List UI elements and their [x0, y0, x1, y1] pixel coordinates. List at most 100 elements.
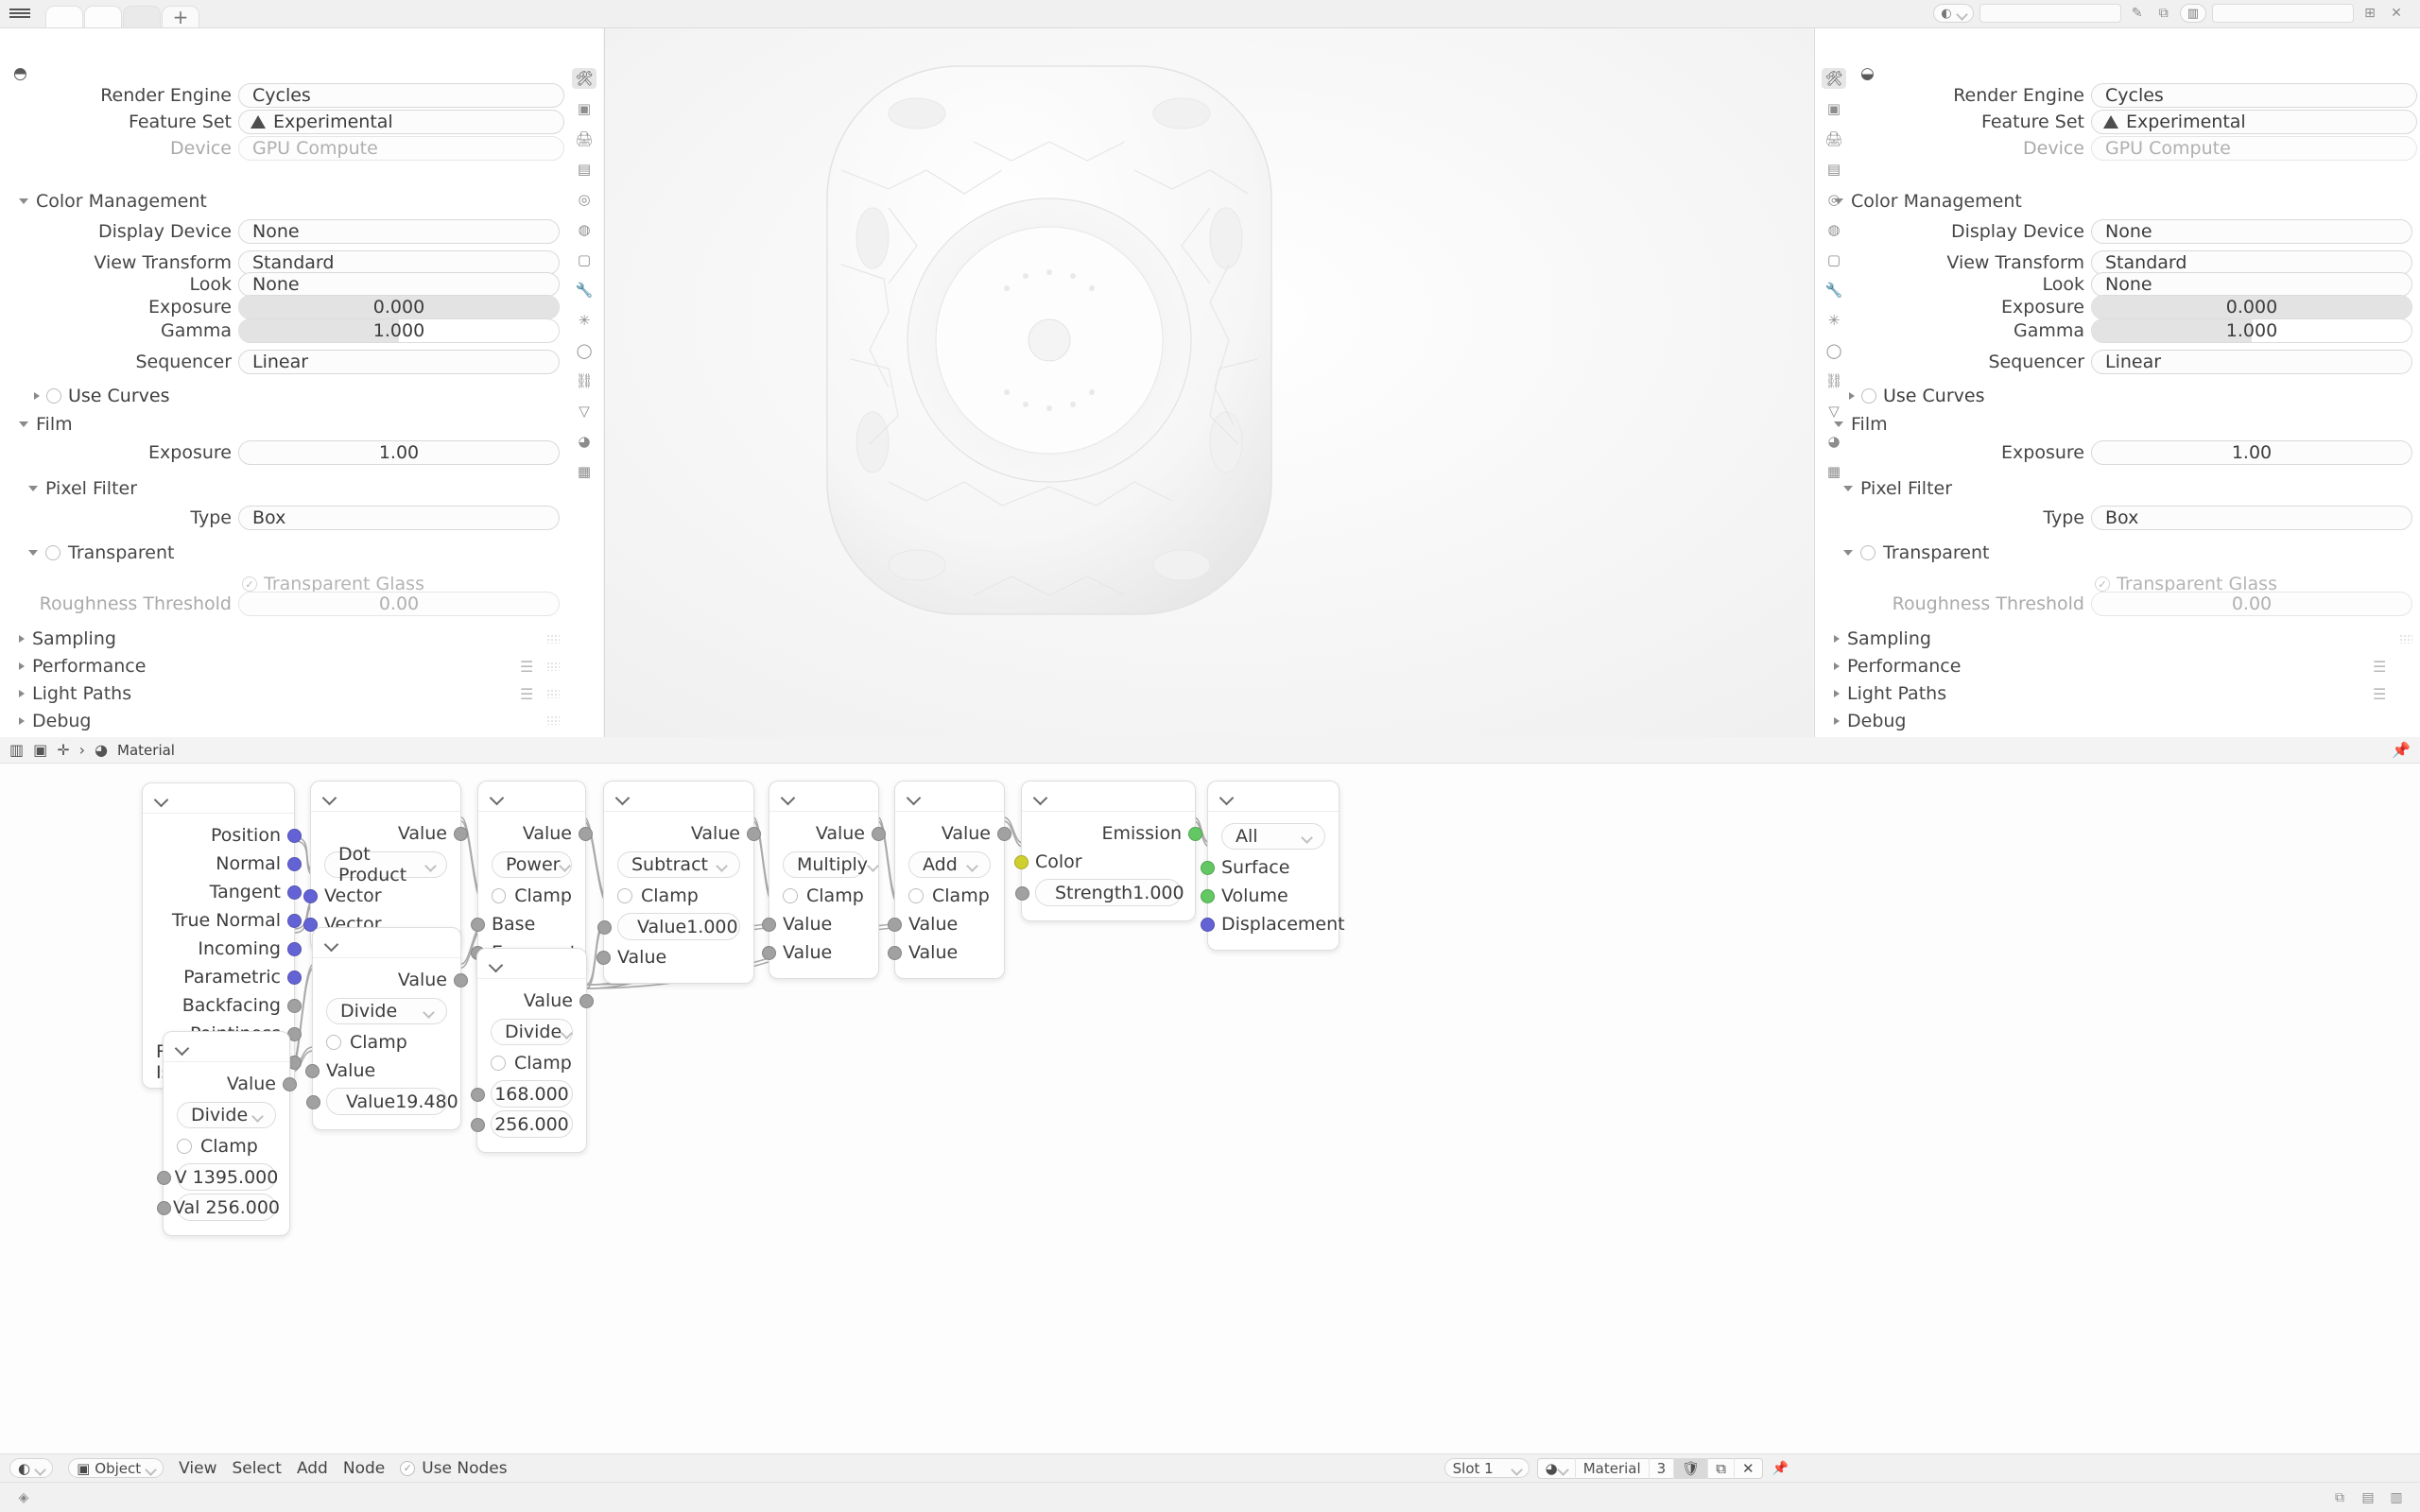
socket-value-out[interactable]: [579, 994, 594, 1008]
display-device-dropdown-right[interactable]: None: [2091, 219, 2412, 244]
socket-row-value-1[interactable]: Value: [888, 910, 1004, 938]
device-dropdown-right[interactable]: GPU Compute: [2091, 136, 2417, 161]
node-header[interactable]: [477, 949, 586, 979]
view-layer-tab-icon-right[interactable]: ▤: [1826, 161, 1841, 178]
socket-row-true-normal[interactable]: True Normal: [143, 906, 302, 935]
world-tab-icon[interactable]: ◍: [578, 221, 591, 238]
viewport-canvas[interactable]: [605, 28, 1813, 775]
pin-icon[interactable]: 📌: [1772, 1460, 1789, 1476]
performance-section-header-right[interactable]: Performance: [1834, 656, 1961, 677]
node-header[interactable]: [313, 928, 460, 958]
value-input-field-2[interactable]: Val 256.000: [157, 1194, 280, 1221]
physics-tab-icon-right[interactable]: ◯: [1825, 342, 1842, 359]
performance-preset-icon-right[interactable]: ☰: [2373, 658, 2388, 676]
performance-section-header[interactable]: Performance: [19, 656, 146, 677]
socket-emission[interactable]: [1188, 827, 1202, 841]
node-header[interactable]: [895, 782, 1004, 812]
sampling-grip-right[interactable]: [2399, 634, 2412, 644]
socket-row-incoming[interactable]: Incoming: [143, 935, 302, 963]
color-management-section-header-right[interactable]: Color Management: [1834, 191, 2022, 212]
socket-row-base[interactable]: Base: [471, 910, 585, 938]
debug-grip[interactable]: [546, 715, 560, 725]
socket-base[interactable]: [471, 918, 485, 932]
node-menu-view[interactable]: View: [179, 1458, 217, 1478]
socket-value-out[interactable]: [997, 827, 1011, 841]
light-paths-grip[interactable]: [546, 689, 560, 698]
socket-row-value-out[interactable]: Value: [311, 819, 468, 848]
socket-row-value-out[interactable]: Value: [477, 987, 594, 1015]
value-input-field-2[interactable]: 256.000: [471, 1110, 573, 1138]
socket-row-value-2[interactable]: Value: [762, 938, 878, 967]
exposure-slider-right[interactable]: 0.000: [2091, 295, 2412, 319]
socket-row-value-1[interactable]: Value: [305, 1057, 460, 1085]
math-operation-dropdown[interactable]: Divide: [491, 1019, 573, 1045]
transparent-glass-checkbox[interactable]: ✓: [242, 576, 257, 592]
device-dropdown[interactable]: GPU Compute: [238, 136, 564, 161]
socket-incoming[interactable]: [287, 942, 302, 956]
sampling-section-header[interactable]: Sampling: [19, 628, 116, 649]
math-operation-dropdown[interactable]: Add: [908, 851, 991, 878]
socket-value-1[interactable]: [305, 1064, 320, 1078]
pixel-filter-type-dropdown[interactable]: Box: [238, 506, 560, 530]
node-header[interactable]: [311, 782, 460, 812]
scene-tab-icon[interactable]: ◎: [578, 191, 591, 208]
socket-row-normal[interactable]: Normal: [143, 850, 302, 878]
node-header[interactable]: [1208, 782, 1339, 812]
scene-name-field[interactable]: [1979, 4, 2121, 23]
pin-icon[interactable]: 📌: [2392, 741, 2411, 759]
particles-tab-icon[interactable]: ✳: [578, 312, 591, 329]
data-tab-icon-right[interactable]: ▽: [1828, 403, 1840, 420]
value-input-field[interactable]: Value 19.480: [306, 1088, 458, 1115]
socket-row-value-2[interactable]: Value: [888, 938, 1004, 967]
material-users-count[interactable]: 3: [1650, 1457, 1675, 1479]
output-tab-icon[interactable]: 🖨: [575, 130, 594, 147]
material-tab-icon-right[interactable]: ◕: [1827, 433, 1841, 450]
math-operation-dropdown[interactable]: Divide: [177, 1102, 276, 1128]
view-transform-dropdown[interactable]: Standard: [238, 250, 560, 275]
math-power-node[interactable]: Value Power Clamp Base Exponent: [471, 781, 593, 979]
socket-row-surface[interactable]: Surface: [1201, 853, 1339, 882]
material-slot-selector[interactable]: Slot 1: [1443, 1458, 1530, 1478]
debug-section-header-right[interactable]: Debug: [1834, 711, 1906, 731]
socket-value-1[interactable]: [471, 1087, 485, 1102]
math-operation-dropdown[interactable]: Divide: [326, 998, 447, 1024]
math-divide-node-168[interactable]: Value Divide Clamp 168.000 256.000: [471, 948, 594, 1153]
look-dropdown[interactable]: None: [238, 272, 560, 297]
modifier-tab-icon-right[interactable]: 🔧: [1824, 282, 1843, 299]
light-paths-preset-icon[interactable]: ☰: [520, 685, 535, 703]
socket-value-1[interactable]: [157, 1170, 171, 1185]
clamp-toggle[interactable]: Clamp: [164, 1132, 289, 1160]
socket-value-out[interactable]: [579, 827, 593, 841]
light-paths-section-header-right[interactable]: Light Paths: [1834, 683, 1946, 704]
socket-strength[interactable]: [1015, 885, 1029, 901]
socket-row-volume[interactable]: Volume: [1201, 882, 1339, 910]
socket-value-2[interactable]: [888, 946, 902, 960]
material-output-node[interactable]: All Surface Volume Displacement: [1201, 781, 1345, 951]
value-input-field-1[interactable]: 168.000: [471, 1080, 573, 1108]
math-add-node[interactable]: Value Add Clamp Value Value: [888, 781, 1011, 979]
clamp-checkbox[interactable]: [326, 1035, 341, 1050]
debug-section-header[interactable]: Debug: [19, 711, 91, 731]
socket-vector-1[interactable]: [303, 889, 318, 903]
socket-row-value-1[interactable]: Value: [762, 910, 878, 938]
socket-value-2[interactable]: [762, 946, 776, 960]
socket-row-color[interactable]: Color: [1014, 848, 1195, 876]
color-management-section-header[interactable]: Color Management: [19, 191, 207, 212]
pixel-filter-section-header[interactable]: Pixel Filter: [28, 478, 137, 499]
gamma-slider[interactable]: 1.000: [238, 318, 560, 343]
socket-row-value-out[interactable]: Value: [895, 819, 1011, 848]
socket-row-parametric[interactable]: Parametric: [143, 963, 302, 991]
pixel-filter-section-header-right[interactable]: Pixel Filter: [1843, 478, 1952, 499]
socket-value-2[interactable]: [306, 1094, 320, 1109]
socket-row-value-out[interactable]: Value: [478, 819, 593, 848]
transparent-section-header-right[interactable]: Transparent: [1843, 542, 1990, 563]
add-view-layer-icon[interactable]: ⊞: [2364, 6, 2376, 21]
view-layer-name-field[interactable]: [2212, 4, 2354, 23]
output-target-dropdown[interactable]: All: [1221, 823, 1325, 850]
socket-row-value-out[interactable]: Value: [164, 1070, 297, 1098]
node-editor-canvas[interactable]: Position Normal Tangent True Normal Inco…: [0, 764, 2420, 1453]
data-tab-icon[interactable]: ▽: [579, 403, 590, 420]
vector-math-operation-dropdown[interactable]: Dot Product: [324, 844, 447, 885]
emission-node[interactable]: Emission Color Strength 1.000: [1014, 781, 1202, 921]
texture-tab-icon[interactable]: ▦: [577, 463, 592, 480]
